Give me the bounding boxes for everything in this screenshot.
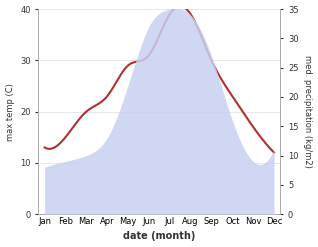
Y-axis label: max temp (C): max temp (C) bbox=[5, 83, 15, 141]
X-axis label: date (month): date (month) bbox=[123, 231, 196, 242]
Y-axis label: med. precipitation (kg/m2): med. precipitation (kg/m2) bbox=[303, 55, 313, 168]
